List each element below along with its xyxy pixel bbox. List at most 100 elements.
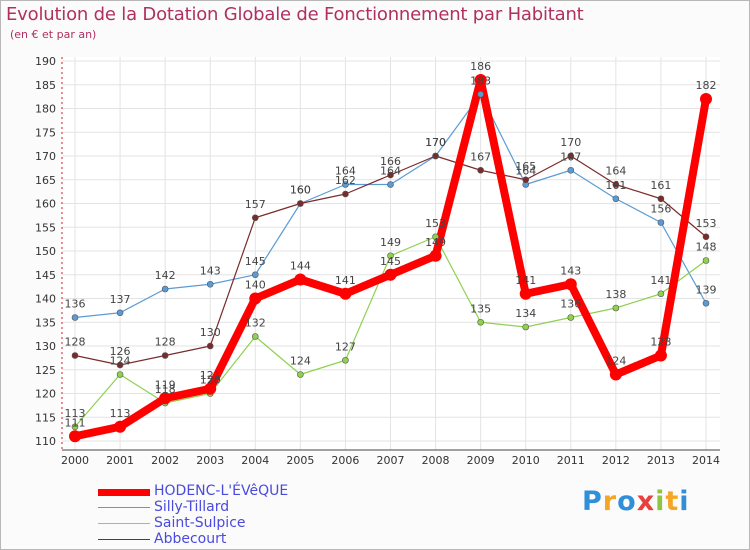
data-point — [339, 287, 352, 300]
data-label: 124 — [605, 355, 626, 368]
data-label: 160 — [290, 184, 311, 197]
y-tick-label: 120 — [35, 388, 56, 401]
data-label: 170 — [425, 136, 446, 149]
y-tick-label: 110 — [35, 435, 56, 448]
data-label: 186 — [470, 60, 491, 73]
data-label: 141 — [650, 274, 671, 287]
data-label: 126 — [110, 345, 131, 358]
y-tick-label: 145 — [35, 269, 56, 282]
data-point — [114, 420, 127, 433]
data-point — [657, 290, 665, 298]
data-label: 132 — [245, 317, 266, 330]
data-label: 136 — [560, 298, 581, 311]
y-tick-label: 165 — [35, 174, 56, 187]
data-point — [116, 371, 124, 378]
data-label: 164 — [380, 165, 401, 178]
data-point — [474, 74, 487, 86]
x-tick-label: 2004 — [241, 454, 269, 467]
data-label: 143 — [560, 264, 581, 277]
data-point — [567, 314, 575, 321]
data-label: 148 — [696, 241, 717, 254]
data-label: 166 — [380, 155, 401, 168]
data-point — [116, 361, 124, 369]
data-point — [206, 342, 214, 350]
data-point — [342, 190, 349, 198]
data-label: 141 — [335, 274, 356, 287]
data-point — [161, 352, 169, 359]
y-tick-label: 135 — [35, 316, 56, 329]
data-point — [71, 423, 79, 431]
data-point — [432, 233, 439, 241]
data-point — [654, 349, 667, 362]
chart-subtitle: (en € et par an) — [10, 28, 97, 41]
data-label: 128 — [650, 336, 671, 349]
data-point — [612, 181, 620, 188]
data-point — [294, 273, 307, 286]
data-label: 143 — [200, 264, 221, 277]
x-tick-label: 2013 — [647, 454, 675, 467]
data-point — [429, 249, 442, 262]
data-point — [297, 200, 304, 207]
data-point — [612, 304, 620, 312]
data-label: 140 — [245, 279, 266, 292]
data-point — [702, 257, 710, 264]
x-tick-label: 2000 — [61, 454, 89, 467]
data-point — [702, 299, 710, 307]
data-label: 124 — [110, 355, 131, 368]
data-label: 160 — [290, 184, 311, 197]
y-tick-label: 170 — [35, 150, 56, 163]
data-point — [657, 195, 665, 203]
legend-swatch — [98, 523, 150, 524]
data-label: 167 — [560, 150, 581, 163]
data-label: 135 — [470, 302, 491, 315]
data-point — [387, 181, 394, 188]
data-point — [384, 268, 397, 281]
y-tick-label: 175 — [35, 126, 56, 139]
data-label: 139 — [696, 283, 717, 296]
y-tick-label: 185 — [35, 79, 56, 92]
data-point — [251, 271, 259, 279]
legend-label: Saint-Sulpice — [154, 515, 246, 531]
data-point — [522, 176, 530, 184]
data-point — [477, 318, 484, 326]
data-point — [477, 90, 484, 98]
data-label: 149 — [380, 236, 401, 249]
x-tick-label: 2002 — [151, 454, 179, 467]
legend-swatch — [98, 539, 150, 540]
data-point — [204, 382, 217, 395]
data-label: 144 — [290, 260, 311, 273]
data-label: 113 — [65, 407, 86, 420]
data-label: 170 — [425, 136, 446, 149]
y-tick-label: 130 — [35, 340, 56, 353]
data-label: 164 — [605, 165, 626, 178]
legend-label: Abbecourt — [154, 531, 227, 547]
y-tick-label: 190 — [35, 55, 56, 68]
x-tick-label: 2005 — [286, 454, 314, 467]
x-tick-label: 2012 — [602, 454, 630, 467]
data-label: 145 — [380, 255, 401, 268]
legend-label: Silly-Tillard — [154, 499, 230, 515]
data-point — [477, 166, 484, 174]
data-point — [116, 309, 124, 317]
data-point — [609, 368, 622, 381]
data-point — [519, 287, 532, 300]
data-point — [251, 214, 259, 222]
data-point — [69, 430, 81, 443]
legend-swatch — [98, 489, 150, 496]
y-tick-label: 155 — [35, 221, 56, 234]
data-point — [387, 171, 394, 179]
data-label: 145 — [245, 255, 266, 268]
data-point — [206, 280, 214, 288]
data-point — [567, 166, 575, 174]
data-label: 161 — [605, 179, 626, 192]
data-point — [251, 333, 259, 340]
data-point — [71, 314, 79, 321]
data-point — [702, 233, 710, 241]
x-tick-label: 2003 — [196, 454, 224, 467]
data-point — [297, 371, 304, 378]
y-tick-label: 150 — [35, 245, 56, 258]
data-label: 149 — [425, 236, 446, 249]
data-label: 164 — [515, 165, 536, 178]
data-point — [522, 323, 530, 331]
data-label: 111 — [65, 416, 86, 429]
